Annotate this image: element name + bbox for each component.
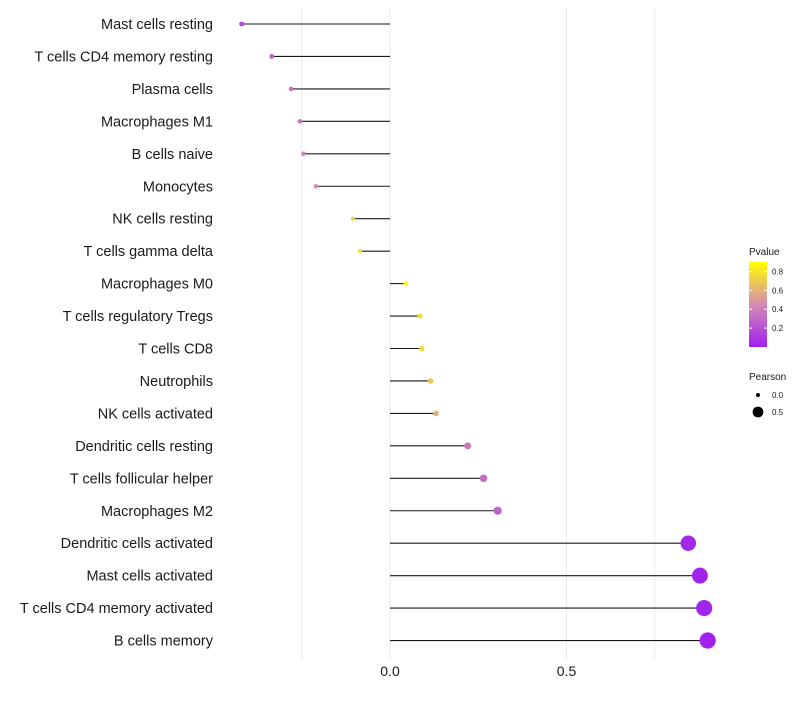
x-tick-label: 0.0 (380, 663, 400, 679)
category-label: B cells naive (132, 147, 213, 163)
point-layer (239, 21, 716, 649)
lollipop-point (493, 506, 502, 515)
lollipop-point (269, 54, 275, 59)
legend-color-ticks: 0.8 0.6 0.4 0.2 (749, 267, 784, 333)
category-label: NK cells activated (98, 406, 213, 422)
category-label: Plasma cells (132, 82, 213, 98)
lollipop-point (417, 313, 423, 319)
category-labels: Mast cells resting T cells CD4 memory res… (20, 17, 214, 650)
lollipop-point (699, 632, 716, 649)
category-label: Macrophages M2 (101, 504, 213, 520)
legend-color-title: Pvalue (749, 247, 780, 258)
category-label: Mast cells activated (86, 569, 213, 585)
category-label: T cells CD8 (138, 342, 213, 358)
category-label: B cells memory (114, 634, 214, 650)
colorbar-tick-label: 0.6 (772, 286, 784, 295)
category-label: T cells CD4 memory activated (20, 601, 213, 617)
category-label: T cells follicular helper (70, 471, 213, 487)
stem-layer (241, 23, 708, 642)
lollipop-point (297, 119, 303, 124)
category-label: Neutrophils (140, 374, 213, 390)
lollipop-point (479, 474, 488, 483)
category-label: T cells regulatory Tregs (63, 309, 213, 325)
colorbar-tick-label: 0.8 (772, 267, 784, 276)
grid-layer (301, 8, 656, 660)
lollipop-point (301, 151, 306, 157)
category-label: T cells gamma delta (84, 244, 214, 260)
colorbar-tick-label: 0.2 (772, 324, 784, 333)
category-label: Macrophages M1 (101, 114, 213, 130)
legend: Pvalue 0.8 0.6 0.4 0.2 Pearson 0.0 0.5 (749, 247, 786, 418)
category-label: Dendritic cells activated (61, 536, 213, 552)
category-label: T cells CD4 memory resting (34, 49, 213, 65)
size-legend-dot (756, 393, 760, 397)
lollipop-point (680, 535, 697, 551)
lollipop-point (288, 86, 294, 92)
lollipop-point (350, 216, 356, 221)
lollipop-point (419, 345, 425, 352)
category-label: Monocytes (143, 179, 213, 195)
lollipop-point (433, 410, 439, 417)
category-label: Dendritic cells resting (75, 439, 213, 455)
size-legend-dot (752, 406, 764, 418)
lollipop-point (696, 600, 713, 617)
colorbar-tick-label: 0.4 (772, 305, 784, 314)
x-tick-label: 0.5 (557, 663, 577, 679)
lollipop-point (313, 183, 319, 189)
lollipop-point (427, 378, 434, 384)
size-legend-label: 0.5 (772, 408, 784, 417)
legend-size-title: Pearson (749, 372, 786, 383)
lollipop-point (403, 281, 409, 286)
lollipop-point (239, 21, 245, 27)
category-label: Macrophages M0 (101, 277, 213, 293)
legend-size-entries: 0.0 0.5 (752, 391, 784, 418)
category-label: NK cells resting (112, 212, 213, 228)
x-axis: 0.0 0.5 (380, 663, 576, 679)
lollipop-point (691, 567, 708, 584)
lollipop-point (357, 249, 363, 254)
legend-colorbar (749, 262, 767, 347)
lollipop-point (464, 442, 472, 450)
size-legend-label: 0.0 (772, 391, 784, 400)
category-label: Mast cells resting (101, 17, 213, 33)
